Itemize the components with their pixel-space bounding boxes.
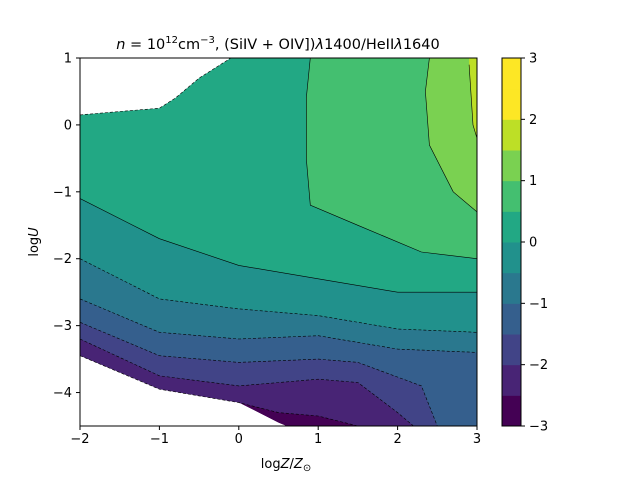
x-tick-label: 2: [393, 432, 401, 447]
x-tick-label: −2: [70, 432, 89, 447]
colorbar-tick-label: −3: [529, 420, 548, 435]
colorbar-tick-label: 3: [529, 52, 537, 67]
colorbar-segment: [502, 334, 521, 366]
colorbar-segment: [502, 180, 521, 212]
contour-fill-layer: [80, 58, 477, 426]
contour-band-9: [469, 58, 477, 139]
contour-line-upper-edge: [80, 58, 232, 116]
x-axis-label: logZ/Z⊙: [261, 457, 311, 474]
contour-band-8: [425, 58, 477, 212]
y-axis-ticks: −4 −3 −2 −1 0 1: [53, 52, 80, 401]
empty-region-upper: [80, 58, 231, 115]
y-tick-label: −3: [53, 319, 72, 334]
colorbar-segment: [502, 303, 521, 335]
chart-title: n = 1012cm−3, (SiIV + OIV])λ1400/HeIIλ16…: [116, 35, 439, 53]
y-tick-label: 1: [64, 52, 72, 67]
x-tick-label: 3: [473, 432, 481, 447]
colorbar-tick-label: −1: [529, 297, 548, 312]
plot-frame: [79, 57, 478, 427]
contour-line-3: [80, 298, 477, 353]
colorbar-segment: [502, 119, 521, 151]
x-tick-label: −1: [150, 432, 169, 447]
contour-line-5: [80, 198, 477, 293]
y-axis-label: logU: [27, 227, 42, 257]
contour-line-8: [468, 64, 477, 139]
y-tick-label: 0: [64, 118, 72, 133]
colorbar: [502, 58, 521, 427]
colorbar-segment: [502, 88, 521, 120]
empty-region-lower: [80, 355, 287, 426]
contour-line-1: [80, 338, 414, 426]
colorbar-segment: [502, 395, 521, 427]
colorbar-tick-label: 0: [529, 236, 537, 251]
contour-line-4: [80, 258, 477, 333]
colorbar-tick-label: 2: [529, 113, 537, 128]
x-tick-label: 1: [314, 432, 322, 447]
colorbar-segment: [502, 242, 521, 274]
colorbar-segment: [502, 211, 521, 243]
contour-line-6: [306, 58, 477, 259]
colorbar-segment: [502, 272, 521, 304]
colorbar-segment: [502, 150, 521, 182]
contour-line-7: [425, 58, 477, 213]
contour-line-layer: [80, 58, 477, 426]
plot-area: [80, 58, 477, 426]
colorbar-tick-label: 1: [529, 174, 537, 189]
y-tick-label: −1: [53, 185, 72, 200]
x-axis-ticks: −2 −1 0 1 2 3: [70, 426, 481, 447]
colorbar-segment: [502, 58, 521, 90]
x-tick-label: 0: [235, 432, 243, 447]
colorbar-tick-label: −2: [529, 358, 548, 373]
colorbar-ticks: −3 −2 −1 0 1 2 3: [521, 52, 548, 435]
y-tick-label: −4: [53, 386, 72, 401]
y-tick-label: −2: [53, 252, 72, 267]
contour-line-0: [80, 355, 358, 426]
colorbar-segment: [502, 364, 521, 396]
contour-line-2: [80, 322, 438, 426]
